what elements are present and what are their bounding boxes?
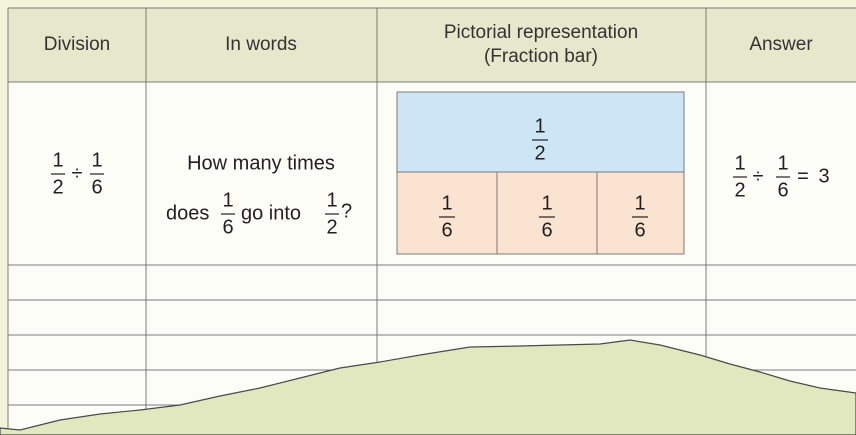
result: 3 <box>818 165 829 187</box>
denominator: 6 <box>91 176 102 198</box>
text: ? <box>341 200 352 222</box>
denominator: 2 <box>734 179 745 201</box>
header-label: Answer <box>749 34 813 55</box>
numerator: 1 <box>534 115 545 137</box>
numerator: 1 <box>52 149 63 171</box>
header-label: Division <box>44 34 111 55</box>
denominator: 6 <box>541 219 552 241</box>
table-content: Division In words Pictorial representation… <box>44 22 830 241</box>
header-label: Pictorial representation <box>444 22 638 43</box>
numerator: 1 <box>634 192 645 214</box>
denominator: 2 <box>534 142 545 164</box>
operator: ÷ <box>753 165 764 187</box>
text: does <box>166 202 209 224</box>
numerator: 1 <box>222 189 233 211</box>
operator: = <box>797 165 809 187</box>
parts-bar <box>396 171 685 255</box>
numerator: 1 <box>777 152 788 174</box>
torn-paper <box>0 339 856 435</box>
header-label: In words <box>225 34 297 55</box>
denominator: 6 <box>441 219 452 241</box>
numerator: 1 <box>734 152 745 174</box>
text: go into <box>241 202 301 224</box>
operator: ÷ <box>72 162 83 184</box>
denominator: 6 <box>777 179 788 201</box>
denominator: 6 <box>634 219 645 241</box>
header-label: (Fraction bar) <box>484 46 598 67</box>
header-row <box>8 8 856 82</box>
numerator: 1 <box>441 192 452 214</box>
denominator: 6 <box>222 216 233 238</box>
numerator: 1 <box>91 149 102 171</box>
numerator: 1 <box>326 189 337 211</box>
denominator: 2 <box>326 216 337 238</box>
denominator: 2 <box>52 176 63 198</box>
text: How many times <box>187 152 335 174</box>
numerator: 1 <box>541 192 552 214</box>
